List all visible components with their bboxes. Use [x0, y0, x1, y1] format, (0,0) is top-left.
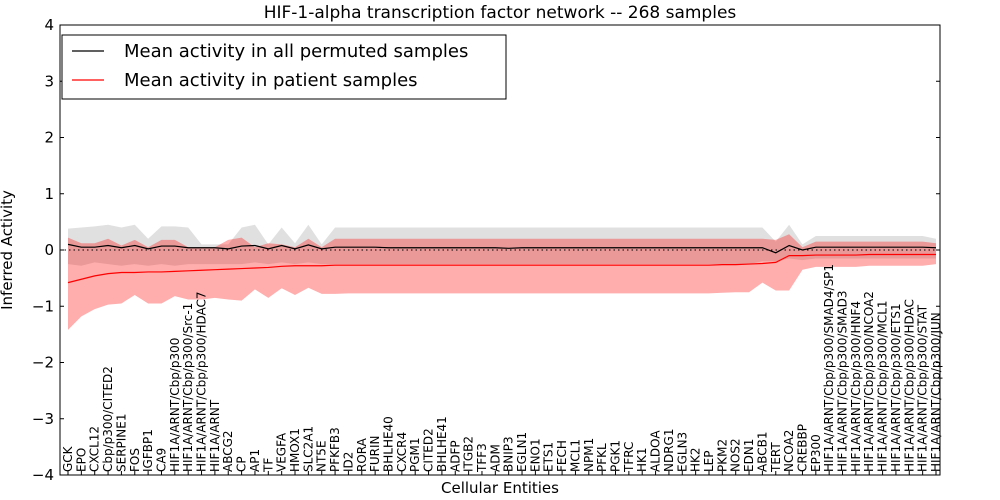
x-tick-label: ADFP	[448, 440, 462, 472]
series-lines	[67, 243, 937, 284]
y-tick-label: 1	[44, 185, 54, 203]
x-tick-label: GCK	[61, 445, 75, 472]
y-tick-label: 4	[44, 16, 54, 34]
permuted-band	[68, 224, 936, 266]
x-tick-label: HIF1A/ARNT/Cbp/p300	[168, 338, 182, 472]
y-tick-label: 0	[44, 241, 54, 259]
y-tick-label: 3	[44, 72, 54, 90]
x-tick-label: HIF1A/ARNT/Cbp/p300/SMAD4/SP1	[822, 264, 836, 472]
x-tick-label: NT5E	[315, 440, 329, 472]
x-tick-label: NPM1	[582, 438, 596, 472]
x-tick-label: HIF1A/ARNT/Cbp/p300/HNF4	[849, 301, 863, 472]
y-axis-label: Inferred Activity	[0, 190, 16, 310]
permuted-mean-line	[67, 243, 937, 254]
x-tick-label: PGM1	[408, 437, 422, 472]
x-tick-label: ALDOA	[649, 430, 663, 472]
x-tick-label: NCOA2	[782, 430, 796, 472]
legend: Mean activity in all permuted samples Mea…	[61, 34, 507, 100]
y-tick-label: −1	[32, 297, 54, 315]
x-tick-label: TF	[261, 458, 275, 473]
x-tick-label: HIF1A/ARNT/Cbp/p300/ETS1	[889, 303, 903, 472]
x-tick-label: EDN1	[742, 439, 756, 472]
y-tick-label: −4	[32, 466, 54, 484]
y-tick-label: −2	[32, 354, 54, 372]
x-tick-label: CXCL12	[88, 426, 102, 472]
x-tick-label: SLC2A1	[301, 426, 315, 472]
x-tick-label: HIF1A/ARNT/Cbp/p300/STAT	[916, 304, 930, 472]
legend-label: Mean activity in all permuted samples	[124, 41, 468, 62]
x-tick-label: IGFBP1	[141, 429, 155, 472]
x-tick-label: CP	[235, 456, 249, 472]
x-tick-label: PGK1	[609, 440, 623, 472]
y-axis: 4 3 2 1 0 −1 −2 −3 −4	[32, 16, 940, 484]
x-tick-label: ITGB2	[462, 436, 476, 472]
x-tick-label: FOS	[128, 448, 142, 472]
x-tick-label: HIF1A/ARNT/Cbp/p300/MCL1	[876, 300, 890, 472]
legend-box	[61, 34, 507, 100]
confidence-bands	[68, 224, 936, 330]
x-tick-label: ENO1	[528, 438, 542, 472]
x-tick-label: Cbp/p300/CITED2	[101, 366, 115, 472]
x-tick-label: HIF1A/ARNT	[208, 399, 222, 472]
x-tick-label: EPO	[74, 448, 88, 472]
chart-title: HIF-1-alpha transcription factor network…	[264, 3, 737, 23]
x-tick-label: PFKL	[595, 443, 609, 472]
x-tick-label: HMOX1	[288, 428, 302, 472]
x-tick-label: ADM	[488, 444, 502, 472]
x-tick-label: CITED2	[422, 428, 436, 472]
x-axis: GCK EPO CXCL12 Cbp/p300/CITED2 SERPINE1 FOS IG…	[61, 264, 943, 475]
x-tick-label: SERPINE1	[114, 413, 128, 472]
x-tick-label: ABCB1	[755, 432, 769, 472]
x-tick-label: FURIN	[368, 435, 382, 472]
x-tick-label: PKM2	[715, 439, 729, 472]
x-tick-label: NDRG1	[662, 429, 676, 473]
patient-band	[68, 234, 936, 330]
x-tick-label: LEP	[702, 450, 716, 472]
x-axis-label: Cellular Entities	[441, 479, 559, 497]
x-tick-label: CXCR4	[395, 432, 409, 472]
x-tick-label: MCL1	[568, 439, 582, 472]
x-tick-label: FECH	[555, 440, 569, 472]
x-tick-label: ABCG2	[221, 430, 235, 472]
x-tick-label: BNIP3	[502, 436, 516, 472]
x-tick-label: TERT	[769, 442, 783, 473]
x-tick-label: RORA	[355, 437, 369, 472]
y-tick-label: −3	[32, 410, 54, 428]
legend-label: Mean activity in patient samples	[124, 70, 418, 91]
x-tick-label: ID2	[341, 452, 355, 472]
x-tick-label: HIF1A/ARNT/Cbp/p300/HDAC7	[195, 291, 209, 472]
x-tick-label: HIF1A/ARNT/Cbp/p300/Src-1	[181, 303, 195, 472]
patient-mean-line	[67, 253, 936, 284]
x-tick-label: HIF1A/ARNT/Cbp/p300/HDAC	[902, 299, 916, 472]
x-tick-label: EP300	[809, 434, 823, 472]
y-tick-label: 2	[44, 129, 54, 147]
x-tick-label: HIF1A/ARNT/Cbp/p300/JUN	[929, 312, 943, 472]
x-tick-label: CA9	[154, 448, 168, 472]
x-tick-label: HIF1A/ARNT/Cbp/p300/NCOA2	[862, 291, 876, 472]
x-tick-label: EGLN3	[675, 432, 689, 472]
x-tick-label: BHLHE41	[435, 416, 449, 472]
x-tick-label: HIF1A/ARNT/Cbp/p300/SMAD3	[836, 290, 850, 472]
x-tick-label: AP1	[248, 449, 262, 472]
x-tick-label: TFRC	[622, 442, 636, 473]
x-tick-label: HK1	[635, 447, 649, 472]
x-tick-label: ETS1	[542, 442, 556, 472]
x-tick-label: VEGFA	[275, 432, 289, 472]
x-tick-label: CREBBP	[795, 424, 809, 472]
x-tick-label: TFF3	[475, 443, 489, 473]
x-tick-label: NOS2	[729, 438, 743, 472]
x-tick-label: PFKFB3	[328, 427, 342, 472]
x-tick-label: EGLN1	[515, 432, 529, 472]
x-tick-label: BHLHE40	[381, 416, 395, 472]
x-tick-label: HK2	[689, 447, 703, 472]
